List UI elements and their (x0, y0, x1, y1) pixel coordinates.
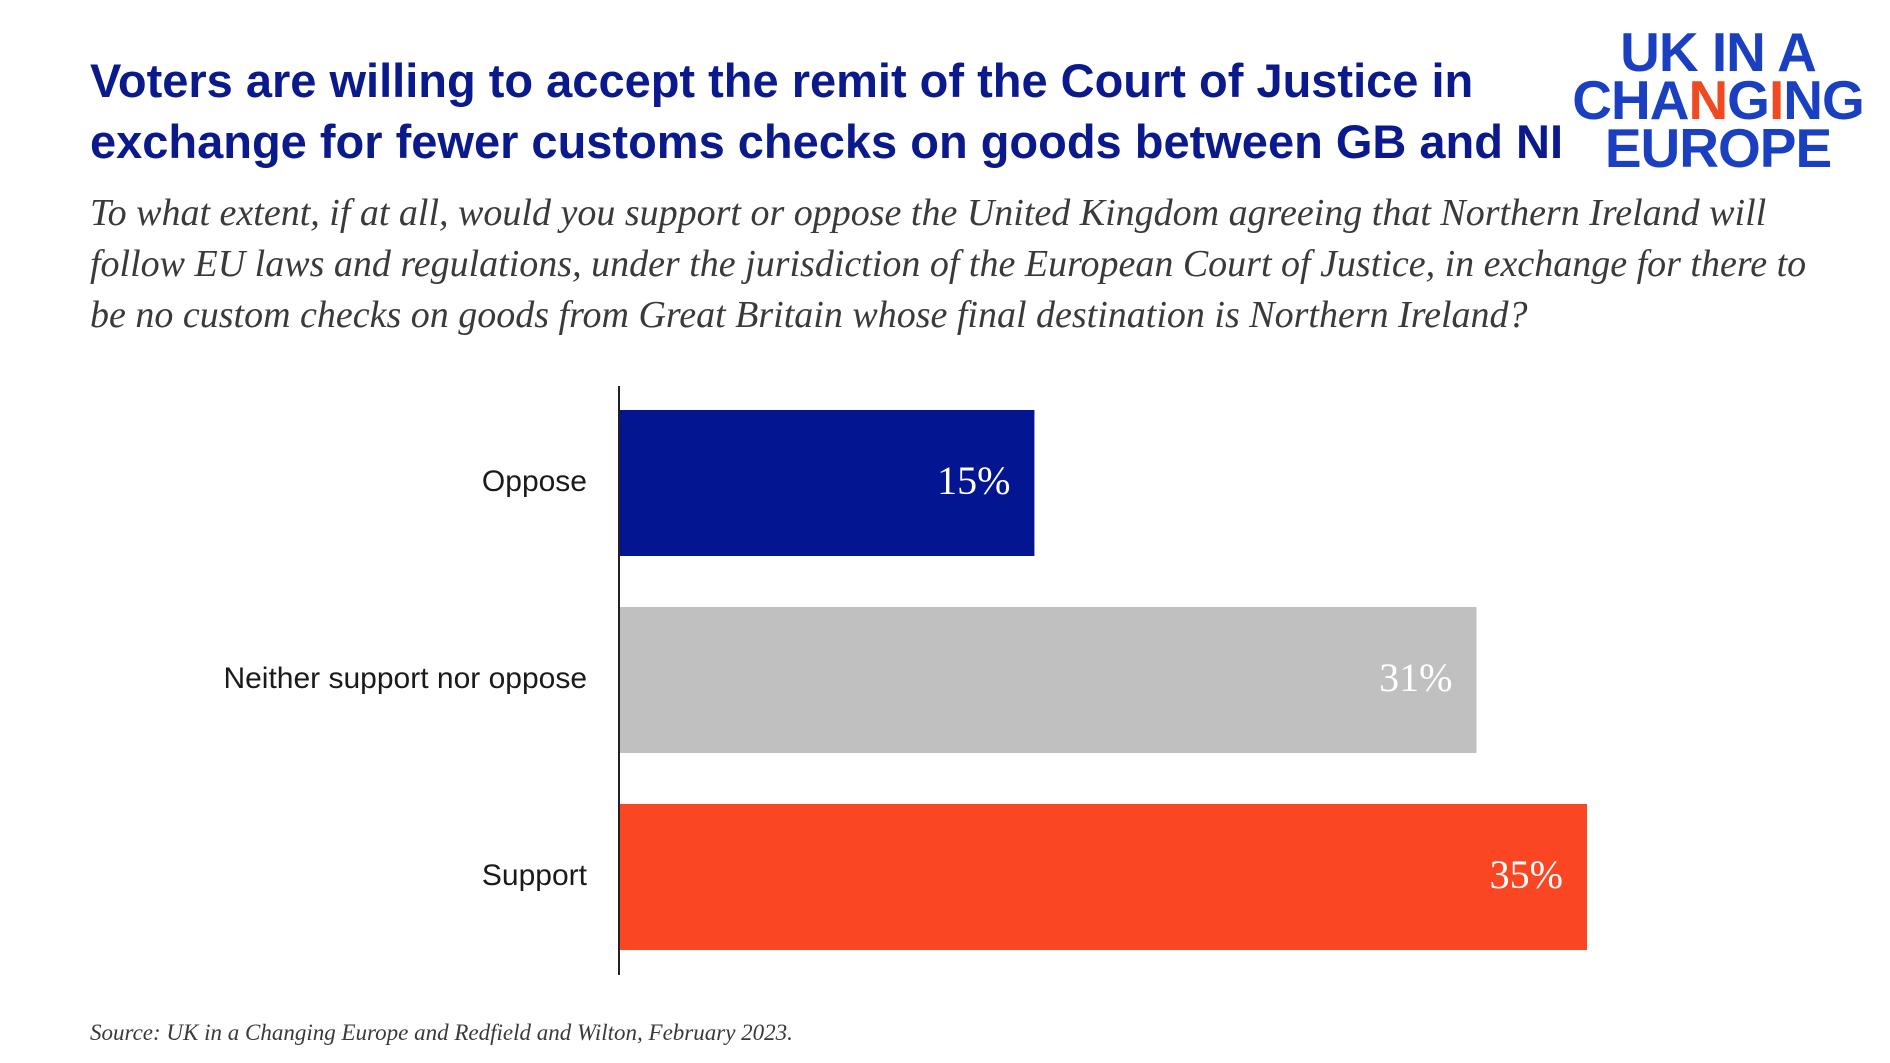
data-label: 15% (937, 458, 1010, 503)
bar-neither-support-nor-oppose (620, 607, 1477, 753)
survey-question-line: follow EU laws and regulations, under th… (90, 243, 1807, 285)
bar-chart: Oppose 15% Neither support nor oppose 31% Su… (223, 386, 1587, 975)
survey-question: To what extent, if at all, would you sup… (90, 188, 1850, 341)
category-label: Neither support nor oppose (223, 662, 587, 695)
bar-support (620, 804, 1587, 950)
category-label: Support (482, 859, 588, 892)
logo-line: EUROPE (1604, 117, 1832, 179)
logo-line: UK IN A (1620, 21, 1817, 83)
source-note: Source: UK in a Changing Europe and Redf… (90, 1020, 793, 1045)
bar-oppose (620, 410, 1035, 556)
logo-line: CHANGING (1572, 69, 1864, 131)
data-label: 31% (1379, 655, 1452, 700)
category-label: Oppose (482, 465, 587, 498)
uk-in-a-changing-europe-logo: UK IN A CHANGING EUROPE (1568, 21, 1868, 179)
chart-title-line: Voters are willing to accept the remit o… (90, 54, 1474, 107)
survey-question-line: To what extent, if at all, would you sup… (90, 192, 1767, 234)
chart-title: Voters are willing to accept the remit o… (90, 50, 1564, 172)
data-label: 35% (1490, 852, 1563, 897)
chart-title-line: exchange for fewer customs checks on goo… (90, 115, 1564, 168)
survey-question-line: be no custom checks on goods from Great … (90, 294, 1528, 336)
